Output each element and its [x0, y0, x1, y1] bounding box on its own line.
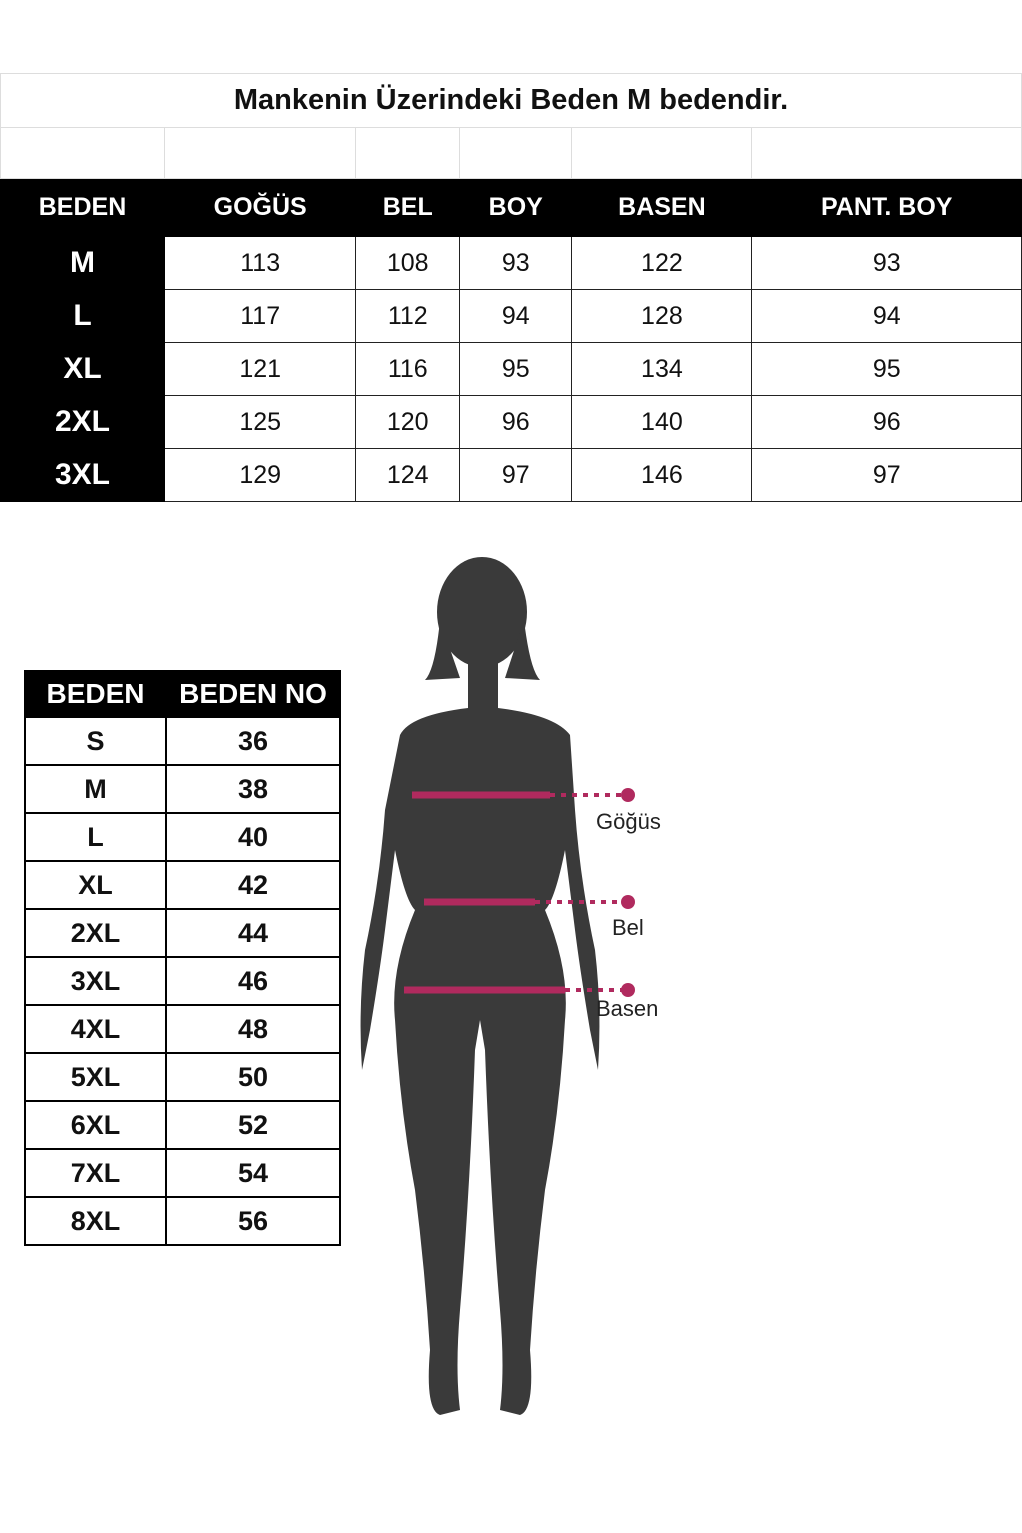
- table-cell: 4XL: [24, 1004, 167, 1054]
- table-cell: 46: [165, 956, 341, 1006]
- table-cell: 2XL: [24, 908, 167, 958]
- table-cell: 116: [355, 342, 461, 396]
- table-row: 3XL 129 124 97 146 97: [0, 448, 1022, 502]
- table-cell: 122: [571, 236, 753, 290]
- table-cell: 94: [751, 289, 1022, 343]
- table-cell: 112: [355, 289, 461, 343]
- column-header: GOĞÜS: [163, 178, 357, 237]
- column-header: BEDEN: [0, 178, 165, 237]
- table-cell: 96: [751, 395, 1022, 449]
- table-row: 2XL 125 120 96 140 96: [0, 395, 1022, 449]
- table-row: M 38: [24, 764, 341, 814]
- column-header: BEDEN: [24, 670, 167, 718]
- table-cell: 108: [355, 236, 461, 290]
- table-row: M 113 108 93 122 93: [0, 236, 1022, 290]
- table-row: XL 121 116 95 134 95: [0, 342, 1022, 396]
- table-cell: 121: [163, 342, 357, 396]
- size-number-table: BEDEN BEDEN NO S 36 M 38 L 40 XL 42 2XL 44 3XL 46 4XL…: [24, 670, 341, 1246]
- size-cell: L: [0, 289, 165, 343]
- table-cell: 42: [165, 860, 341, 910]
- column-header: BEDEN NO: [165, 670, 341, 718]
- hip-marker: [621, 983, 635, 997]
- table-cell: 146: [571, 448, 753, 502]
- chest-label: Göğüs: [596, 809, 661, 834]
- table-cell: 128: [571, 289, 753, 343]
- table-cell: L: [24, 812, 167, 862]
- table-row: 2XL 44: [24, 908, 341, 958]
- table-cell: 54: [165, 1148, 341, 1198]
- size-cell: M: [0, 236, 165, 290]
- table-cell: 5XL: [24, 1052, 167, 1102]
- table-cell: 8XL: [24, 1196, 167, 1246]
- size-cell: 2XL: [0, 395, 165, 449]
- body-silhouette: [360, 557, 635, 1415]
- table-cell: 48: [165, 1004, 341, 1054]
- table-cell: 7XL: [24, 1148, 167, 1198]
- table-cell: 38: [165, 764, 341, 814]
- measure-markers: [404, 788, 635, 997]
- table-cell: M: [24, 764, 167, 814]
- table-cell: 95: [751, 342, 1022, 396]
- table-cell: 6XL: [24, 1100, 167, 1150]
- table-cell: 93: [751, 236, 1022, 290]
- table-row: L 40: [24, 812, 341, 862]
- table-cell: 97: [751, 448, 1022, 502]
- waist-marker: [621, 895, 635, 909]
- size-cell: 3XL: [0, 448, 165, 502]
- waist-label: Bel: [612, 915, 644, 940]
- column-header: PANT. BOY: [751, 178, 1022, 237]
- table-cell: 95: [459, 342, 573, 396]
- table-row: 5XL 50: [24, 1052, 341, 1102]
- table-row: 6XL 52: [24, 1100, 341, 1150]
- table-cell: 124: [355, 448, 461, 502]
- table-cell: 52: [165, 1100, 341, 1150]
- table-cell: 56: [165, 1196, 341, 1246]
- table-cell: 129: [163, 448, 357, 502]
- table-row: L 117 112 94 128 94: [0, 289, 1022, 343]
- table-cell: 125: [163, 395, 357, 449]
- table-title: Mankenin Üzerindeki Beden M bedendir.: [0, 73, 1022, 128]
- table-cell: 44: [165, 908, 341, 958]
- table-cell: 134: [571, 342, 753, 396]
- chest-marker: [621, 788, 635, 802]
- table-cell: 36: [165, 716, 341, 766]
- measurement-table: Mankenin Üzerindeki Beden M bedendir. BE…: [0, 73, 1022, 502]
- table-row: 3XL 46: [24, 956, 341, 1006]
- table-cell: 140: [571, 395, 753, 449]
- table-row: S 36: [24, 716, 341, 766]
- table-cell: 40: [165, 812, 341, 862]
- table-cell: S: [24, 716, 167, 766]
- table-cell: 50: [165, 1052, 341, 1102]
- table-cell: 3XL: [24, 956, 167, 1006]
- table-cell: 96: [459, 395, 573, 449]
- table-cell: XL: [24, 860, 167, 910]
- table-row: XL 42: [24, 860, 341, 910]
- table-cell: 120: [355, 395, 461, 449]
- table-cell: 117: [163, 289, 357, 343]
- table-cell: 113: [163, 236, 357, 290]
- table-row: 8XL 56: [24, 1196, 341, 1246]
- column-header: BASEN: [571, 178, 753, 237]
- table-cell: 93: [459, 236, 573, 290]
- table-row: 7XL 54: [24, 1148, 341, 1198]
- column-header: BEL: [355, 178, 461, 237]
- size-cell: XL: [0, 342, 165, 396]
- table-cell: 97: [459, 448, 573, 502]
- hip-label: Basen: [596, 996, 659, 1021]
- column-header: BOY: [459, 178, 573, 237]
- silhouette-shape: [360, 557, 600, 1415]
- table-row: 4XL 48: [24, 1004, 341, 1054]
- table-cell: 94: [459, 289, 573, 343]
